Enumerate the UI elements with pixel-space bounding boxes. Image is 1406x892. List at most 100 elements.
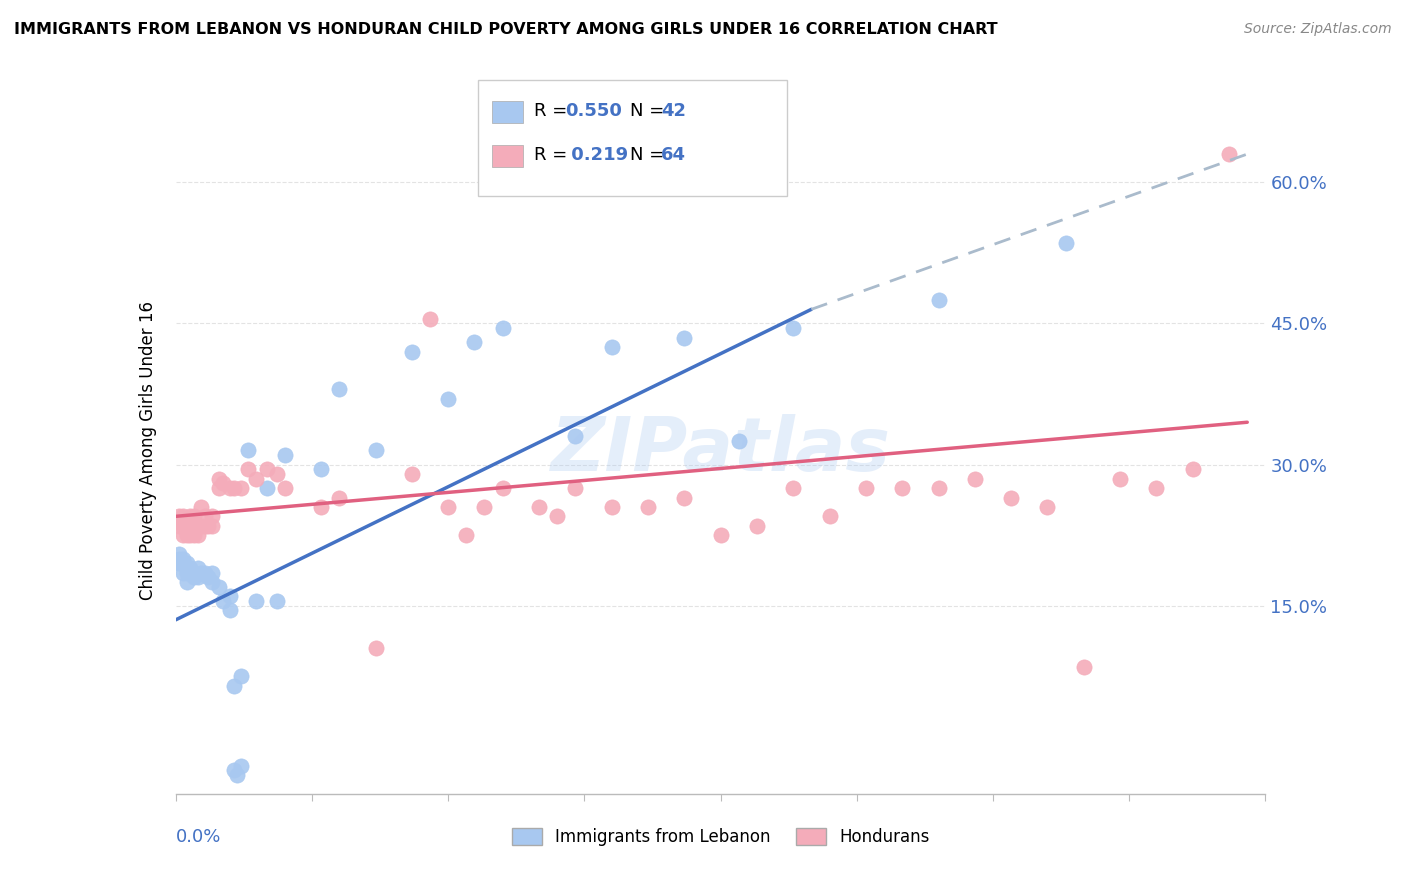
Point xyxy=(245,472,267,486)
Point xyxy=(169,518,191,533)
Point xyxy=(197,518,219,533)
Point xyxy=(546,509,568,524)
Point xyxy=(176,557,198,571)
Point xyxy=(818,509,841,524)
Point xyxy=(328,491,350,505)
Point xyxy=(169,547,191,561)
Text: 42: 42 xyxy=(661,103,686,120)
Point xyxy=(183,518,205,533)
Point xyxy=(564,481,586,495)
Point xyxy=(928,293,950,307)
Point xyxy=(219,589,242,603)
Point xyxy=(190,500,212,514)
Point xyxy=(231,481,253,495)
Point xyxy=(172,557,194,571)
Point xyxy=(194,566,217,580)
Point xyxy=(172,518,194,533)
Point xyxy=(474,500,496,514)
Y-axis label: Child Poverty Among Girls Under 16: Child Poverty Among Girls Under 16 xyxy=(139,301,157,600)
Point xyxy=(186,570,209,584)
Point xyxy=(231,669,253,683)
Point xyxy=(745,518,768,533)
Point xyxy=(266,594,288,608)
Point xyxy=(673,491,696,505)
Legend: Immigrants from Lebanon, Hondurans: Immigrants from Lebanon, Hondurans xyxy=(503,820,938,855)
Text: IMMIGRANTS FROM LEBANON VS HONDURAN CHILD POVERTY AMONG GIRLS UNDER 16 CORRELATI: IMMIGRANTS FROM LEBANON VS HONDURAN CHIL… xyxy=(14,22,998,37)
Point xyxy=(437,500,460,514)
Point xyxy=(309,462,332,476)
Point xyxy=(176,528,198,542)
Point xyxy=(238,462,260,476)
Point xyxy=(183,566,205,580)
Point xyxy=(1218,147,1240,161)
Point xyxy=(169,551,191,566)
Point xyxy=(673,330,696,344)
Text: Source: ZipAtlas.com: Source: ZipAtlas.com xyxy=(1244,22,1392,37)
Point xyxy=(637,500,659,514)
Point xyxy=(186,561,209,575)
Point xyxy=(401,467,423,481)
Point xyxy=(1000,491,1022,505)
Point xyxy=(222,679,245,693)
Point xyxy=(194,518,217,533)
Point xyxy=(1073,660,1095,674)
Point xyxy=(172,528,194,542)
Point xyxy=(176,518,198,533)
Point xyxy=(166,557,188,571)
Point xyxy=(194,509,217,524)
Point xyxy=(212,476,235,491)
Point xyxy=(201,566,224,580)
Point xyxy=(564,429,586,443)
Point xyxy=(176,575,198,590)
Text: 0.0%: 0.0% xyxy=(176,828,221,846)
Text: R =: R = xyxy=(534,103,574,120)
Point xyxy=(238,443,260,458)
Point xyxy=(179,528,201,542)
Point xyxy=(186,518,209,533)
Point xyxy=(219,481,242,495)
Point xyxy=(928,481,950,495)
Point xyxy=(274,481,297,495)
Point xyxy=(190,518,212,533)
Point xyxy=(183,570,205,584)
Point xyxy=(527,500,550,514)
Point xyxy=(328,382,350,396)
Point xyxy=(419,311,441,326)
Point xyxy=(176,518,198,533)
Point xyxy=(855,481,877,495)
Point xyxy=(212,594,235,608)
Point xyxy=(201,509,224,524)
Point xyxy=(891,481,914,495)
Point xyxy=(401,344,423,359)
Point xyxy=(364,443,387,458)
Point xyxy=(463,335,485,350)
Point xyxy=(782,481,804,495)
Point xyxy=(179,509,201,524)
Point xyxy=(197,570,219,584)
Text: 64: 64 xyxy=(661,146,686,164)
Point xyxy=(710,528,733,542)
Text: 0.219: 0.219 xyxy=(565,146,628,164)
Point xyxy=(963,472,986,486)
Point xyxy=(172,551,194,566)
Point xyxy=(172,509,194,524)
Point xyxy=(266,467,288,481)
Point xyxy=(179,561,201,575)
Text: R =: R = xyxy=(534,146,574,164)
Point xyxy=(727,434,749,448)
Point xyxy=(222,481,245,495)
Point xyxy=(170,557,193,571)
Point xyxy=(169,509,191,524)
Text: 0.550: 0.550 xyxy=(565,103,621,120)
Point xyxy=(219,603,242,617)
Point xyxy=(600,340,623,354)
Point xyxy=(437,392,460,406)
Point xyxy=(222,764,245,778)
Point xyxy=(256,481,278,495)
Text: N =: N = xyxy=(630,146,669,164)
Point xyxy=(231,758,253,772)
Point xyxy=(208,472,231,486)
Point xyxy=(782,321,804,335)
Point xyxy=(600,500,623,514)
Point xyxy=(256,462,278,476)
